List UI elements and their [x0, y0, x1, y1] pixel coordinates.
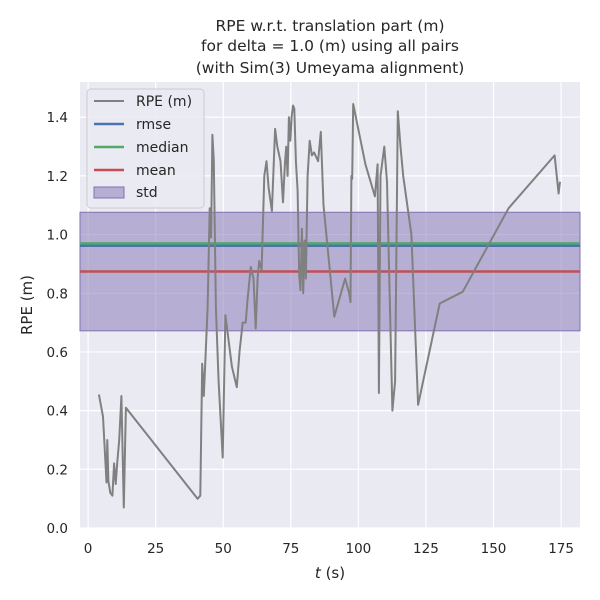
y-tick-label: 1.2 — [47, 169, 68, 185]
y-tick-label: 1.4 — [47, 110, 68, 126]
x-tick-labels: 0 25 50 75 100 125 150 175 — [84, 541, 574, 557]
legend-label-rpe: RPE (m) — [136, 94, 192, 110]
rpe-series-line — [97, 103, 561, 509]
y-tick-labels: 0.0 0.2 0.4 0.6 0.8 1.0 1.2 1.4 — [47, 110, 68, 537]
y-tick-label: 0.4 — [47, 404, 68, 420]
x-axis-label: t (s) — [315, 564, 345, 582]
legend-label-rmse: rmse — [136, 117, 171, 133]
chart-title-line-3: (with Sim(3) Umeyama alignment) — [196, 59, 465, 77]
legend-box — [86, 88, 205, 209]
legend-label-std: std — [136, 185, 158, 201]
x-tick-label: 175 — [548, 541, 574, 557]
y-tick-label: 0.2 — [47, 462, 68, 478]
chart-title-line-1: RPE w.r.t. translation part (m) — [215, 17, 444, 35]
x-tick-label: 25 — [147, 541, 164, 557]
legend: RPE (m) rmse median mean std — [86, 88, 205, 209]
y-tick-label: 0.6 — [47, 345, 68, 361]
x-tick-label: 50 — [215, 541, 232, 557]
y-tick-label: 1.0 — [47, 228, 68, 244]
x-axis-unit: (s) — [321, 564, 345, 582]
y-tick-label: 0.0 — [47, 521, 68, 537]
x-tick-label: 100 — [345, 541, 371, 557]
y-axis-label: RPE (m) — [18, 275, 36, 335]
legend-label-median: median — [136, 140, 188, 156]
chart-title-line-2: for delta = 1.0 (m) using all pairs — [201, 37, 459, 55]
x-axis-var: t — [315, 564, 322, 582]
x-tick-label: 125 — [413, 541, 439, 557]
legend-label-mean: mean — [136, 163, 176, 179]
legend-swatch-std — [93, 186, 125, 199]
x-tick-label: 150 — [481, 541, 507, 557]
x-tick-label: 75 — [282, 541, 299, 557]
x-tick-label: 0 — [84, 541, 93, 557]
y-tick-label: 0.8 — [47, 286, 68, 302]
